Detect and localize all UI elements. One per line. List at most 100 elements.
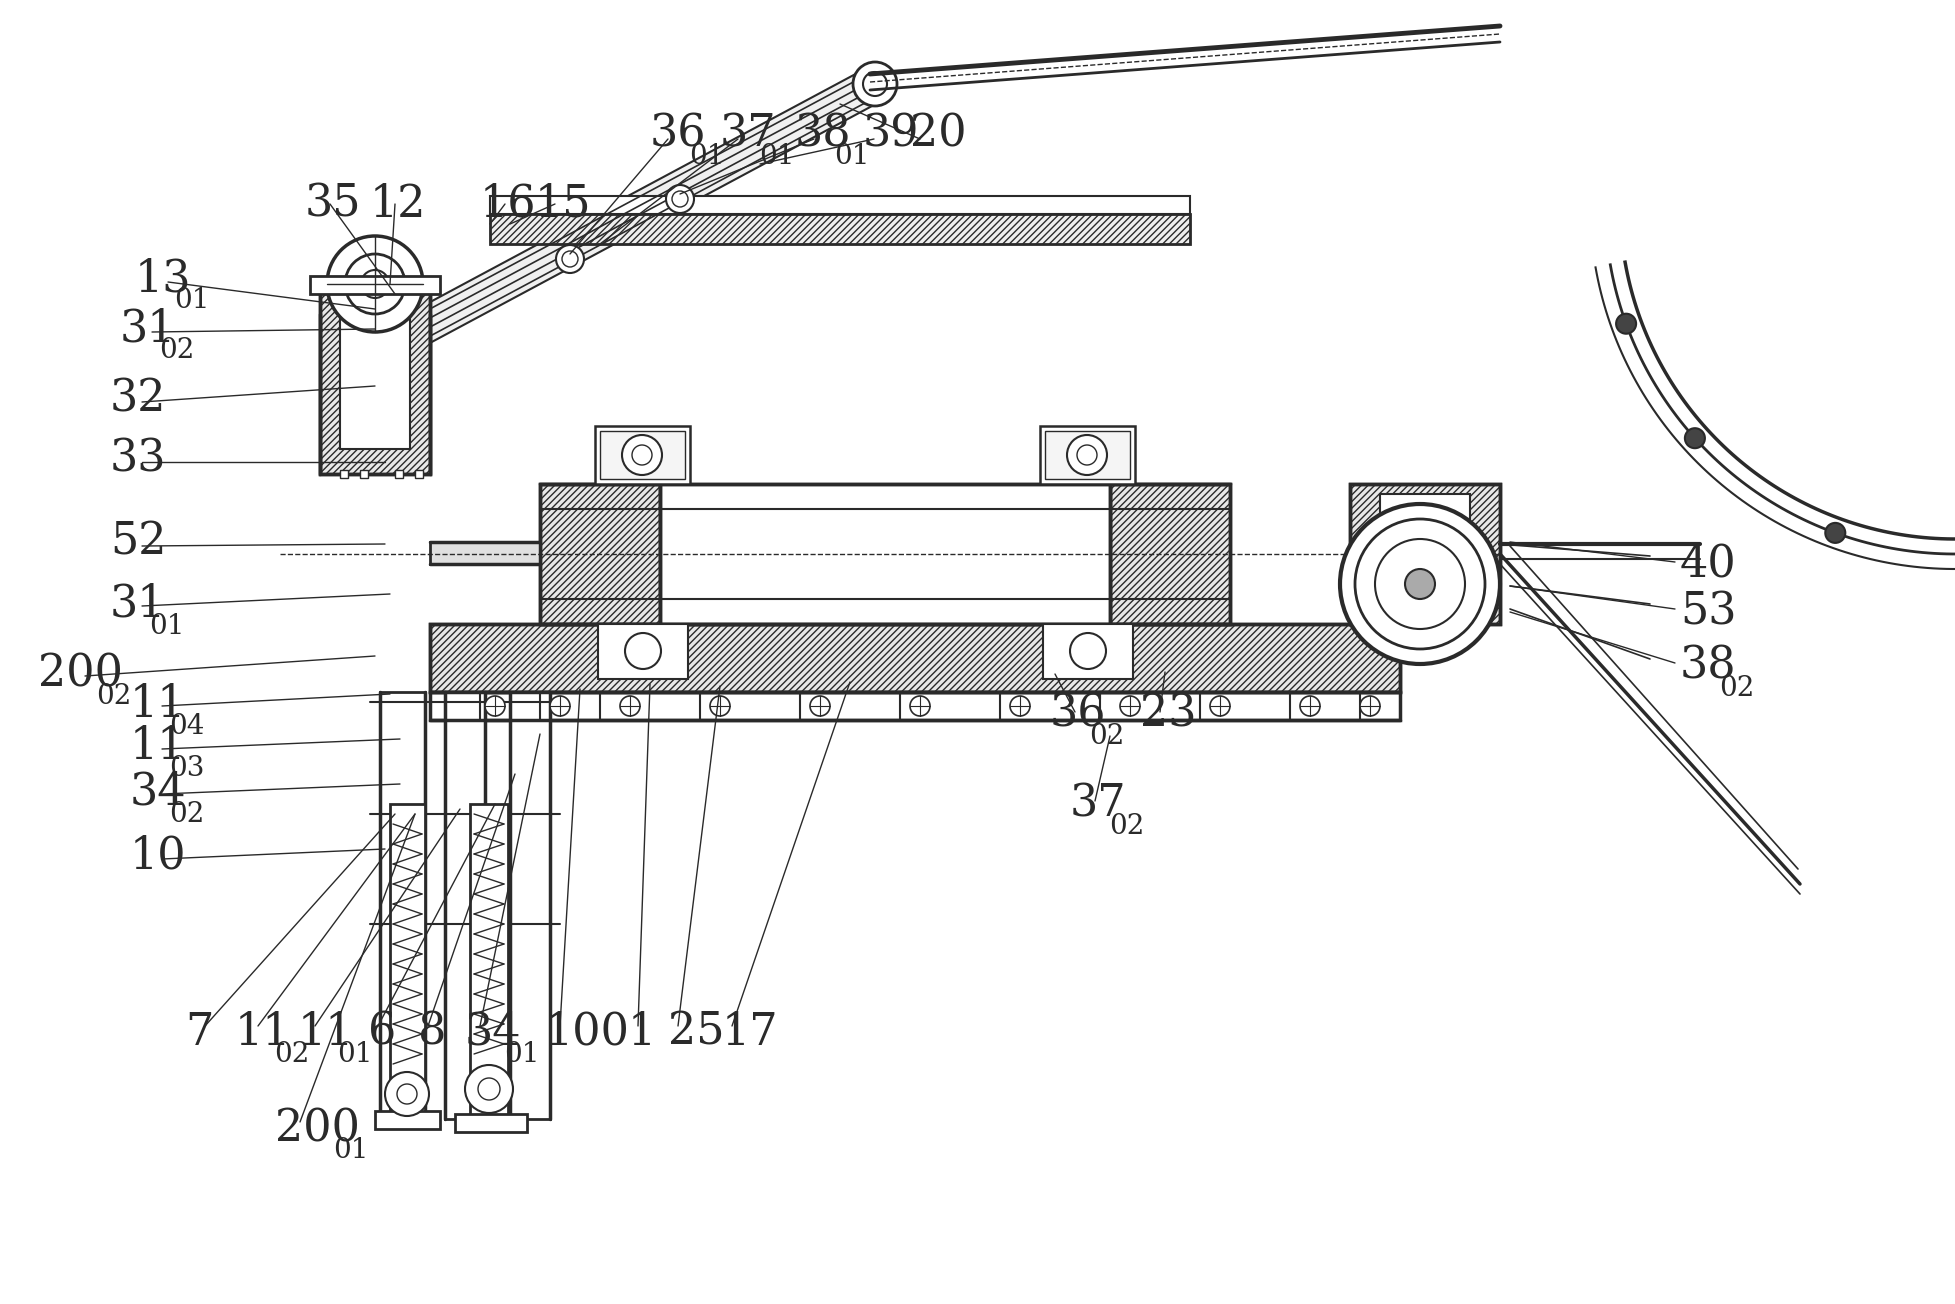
Text: 11: 11 (235, 1011, 291, 1054)
Text: 02: 02 (1718, 674, 1754, 702)
Bar (598, 625, 688, 679)
Bar (1380, 494, 1470, 614)
Bar (379, 692, 424, 1119)
Circle shape (620, 696, 639, 716)
Bar (375, 1111, 440, 1129)
Text: 37: 37 (1069, 782, 1126, 825)
Text: 31: 31 (109, 583, 166, 626)
Circle shape (397, 1084, 416, 1104)
Bar (600, 432, 684, 479)
Text: 02: 02 (158, 338, 194, 365)
Text: 02: 02 (1089, 722, 1124, 750)
Text: 01: 01 (759, 142, 794, 170)
Text: 34: 34 (465, 1011, 522, 1054)
Text: 52: 52 (109, 520, 166, 563)
Text: 200: 200 (276, 1107, 360, 1150)
Text: 11: 11 (297, 1011, 354, 1054)
Bar (1110, 484, 1230, 625)
Circle shape (1685, 428, 1705, 449)
Text: 53: 53 (1679, 591, 1736, 634)
Text: 02: 02 (1108, 812, 1144, 840)
Circle shape (1067, 436, 1107, 475)
Text: 7: 7 (186, 1011, 213, 1054)
Text: 10: 10 (129, 835, 186, 878)
Circle shape (1300, 696, 1320, 716)
Text: 03: 03 (168, 755, 205, 781)
Bar (340, 314, 411, 449)
Text: 25: 25 (669, 1011, 725, 1054)
Circle shape (622, 436, 663, 475)
Bar (430, 625, 1400, 692)
Bar (321, 289, 430, 473)
Bar (1110, 484, 1230, 625)
Text: 01: 01 (835, 142, 870, 170)
Circle shape (479, 1078, 500, 1101)
Circle shape (1210, 696, 1230, 716)
Text: 11: 11 (129, 725, 186, 768)
Text: 20: 20 (909, 112, 966, 155)
Bar (1351, 484, 1499, 625)
Circle shape (631, 445, 653, 466)
Bar (360, 469, 368, 479)
Text: 34: 34 (129, 771, 186, 814)
Circle shape (1826, 523, 1846, 542)
Text: 17: 17 (721, 1011, 778, 1054)
Text: 23: 23 (1140, 692, 1196, 735)
Bar (430, 625, 1400, 692)
Bar (389, 805, 424, 1119)
Bar (594, 426, 690, 484)
Text: 04: 04 (168, 712, 205, 739)
Text: 40: 40 (1679, 542, 1736, 585)
Text: 16: 16 (481, 183, 536, 226)
Circle shape (673, 190, 688, 207)
Bar (540, 484, 661, 625)
Bar (340, 469, 348, 479)
Circle shape (1617, 314, 1636, 334)
Circle shape (809, 696, 831, 716)
Circle shape (1406, 569, 1435, 599)
Text: 38: 38 (1679, 644, 1736, 687)
Text: 15: 15 (536, 183, 592, 226)
Text: 01: 01 (149, 613, 184, 639)
Text: 35: 35 (305, 183, 362, 226)
Bar (1040, 426, 1136, 484)
Text: 31: 31 (119, 308, 176, 351)
Bar (446, 692, 485, 1119)
Text: 01: 01 (174, 287, 209, 314)
Circle shape (362, 270, 389, 299)
Circle shape (710, 696, 729, 716)
Text: 02: 02 (168, 801, 205, 828)
Bar (1351, 484, 1499, 625)
Circle shape (862, 72, 888, 96)
Text: 11: 11 (129, 682, 186, 725)
Text: 8: 8 (418, 1011, 446, 1054)
Circle shape (385, 1072, 428, 1116)
Circle shape (1339, 505, 1499, 664)
Text: 01: 01 (688, 142, 725, 170)
Circle shape (1374, 539, 1464, 629)
Bar (491, 196, 1191, 214)
Circle shape (326, 236, 422, 333)
Circle shape (549, 696, 571, 716)
Bar (491, 214, 1191, 244)
Bar (661, 484, 1110, 625)
Text: 32: 32 (109, 377, 166, 421)
Text: 38: 38 (796, 112, 852, 155)
Bar (395, 469, 403, 479)
Circle shape (1077, 445, 1097, 466)
Text: 01: 01 (336, 1041, 373, 1068)
Text: 1: 1 (628, 1011, 657, 1054)
Circle shape (344, 254, 405, 314)
Circle shape (465, 1065, 512, 1114)
Text: 02: 02 (274, 1041, 309, 1068)
Circle shape (1361, 696, 1380, 716)
Circle shape (667, 185, 694, 213)
Text: 01: 01 (504, 1041, 540, 1068)
Circle shape (485, 696, 504, 716)
Polygon shape (366, 68, 884, 368)
Text: 33: 33 (109, 437, 166, 481)
Text: 13: 13 (135, 257, 192, 301)
Text: 36: 36 (1050, 692, 1107, 735)
Bar (430, 692, 1400, 720)
Circle shape (1120, 696, 1140, 716)
